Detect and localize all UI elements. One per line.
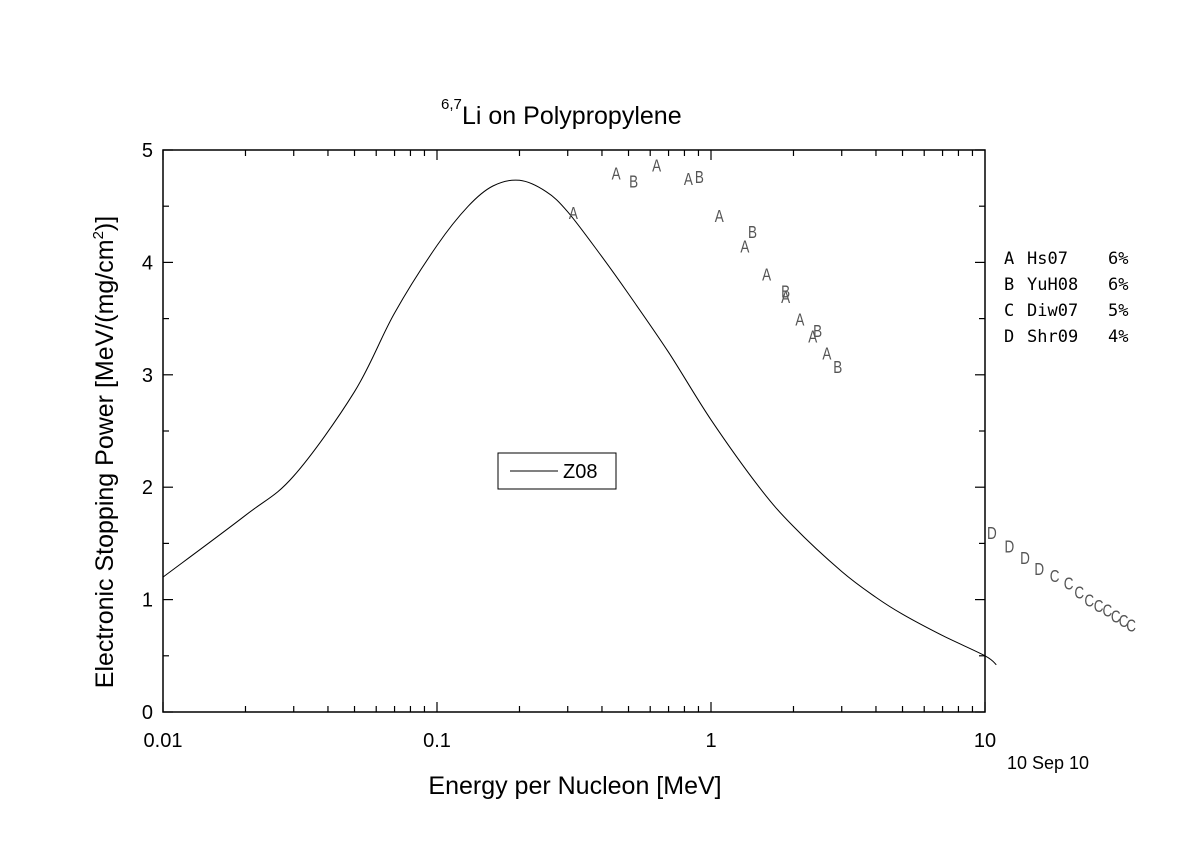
y-tick-label: 1: [142, 590, 153, 612]
legend-source-name: Hs07: [1027, 249, 1068, 269]
legend-source-name: YuH08: [1027, 275, 1078, 295]
x-tick-label: 1: [705, 730, 716, 752]
y-tick-label: 5: [142, 140, 153, 162]
legend-uncertainty: 5%: [1108, 301, 1128, 321]
title-superscript: 6,7: [441, 96, 462, 113]
y-axis-label-sup: 2: [90, 231, 107, 239]
marker-a: A: [569, 204, 578, 223]
y-tick-label: 2: [142, 477, 153, 499]
marker-c: C: [1074, 584, 1084, 603]
legend-source-name: Diw07: [1027, 301, 1078, 321]
y-axis-label-main: Electronic Stopping Power [MeV/(mg/cm: [91, 239, 119, 688]
legend-uncertainty: 6%: [1108, 275, 1128, 295]
legend-marker: C: [1004, 301, 1014, 321]
marker-b: B: [833, 358, 842, 377]
marker-a: A: [762, 266, 771, 285]
marker-c: C: [1119, 612, 1129, 631]
marker-a: A: [652, 157, 661, 176]
marker-d: D: [1020, 549, 1030, 568]
x-tick-label: 10: [974, 730, 996, 752]
marker-c: C: [1103, 602, 1113, 621]
marker-a: A: [684, 170, 693, 189]
marker-a: A: [808, 328, 817, 347]
marker-b: B: [781, 283, 790, 302]
x-axis-tick-labels: 0.01 0.1 1 10: [144, 730, 997, 752]
z08-curve: [162, 179, 997, 666]
y-axis-tick-labels: 0 1 2 3 4 5: [142, 140, 153, 724]
marker-a: A: [822, 345, 831, 364]
legend-uncertainty: 4%: [1108, 327, 1128, 347]
marker-c: C: [1111, 608, 1121, 627]
marker-a: A: [740, 238, 749, 257]
marker-a: A: [715, 207, 724, 226]
marker-b: B: [629, 173, 638, 192]
chart-title: Li on Polypropylene: [462, 102, 682, 130]
marker-c: C: [1050, 567, 1060, 586]
y-tick-label: 4: [142, 252, 153, 274]
marker-c: C: [1126, 617, 1136, 636]
legend-marker: B: [1004, 275, 1014, 295]
marker-c: C: [1094, 598, 1104, 617]
x-tick-label: 0.1: [423, 730, 451, 752]
marker-a: A: [612, 165, 621, 184]
marker-b: B: [695, 168, 704, 187]
y-tick-label: 3: [142, 365, 153, 387]
curve-group: [162, 179, 997, 666]
legend-source-name: Shr09: [1027, 327, 1078, 347]
marker-d: D: [1005, 538, 1015, 557]
marker-a: A: [795, 311, 804, 330]
source-legend: A Hs07 6% B YuH08 6% C Diw07 5% D Shr09 4%: [1004, 249, 1128, 347]
y-axis-ticks: [163, 149, 985, 713]
legend-marker: A: [1004, 249, 1014, 269]
y-tick-label: 0: [142, 702, 153, 724]
marker-c: C: [1064, 575, 1074, 594]
marker-d: D: [987, 524, 997, 543]
marker-b: B: [813, 322, 822, 341]
y-axis-label: Electronic Stopping Power [MeV/(mg/cm2)]: [90, 216, 119, 688]
marker-a: A: [781, 288, 790, 307]
plot-frame: [162, 149, 986, 713]
curve-legend-label: Z08: [563, 461, 597, 483]
legend-marker: D: [1004, 327, 1014, 347]
legend-uncertainty: 6%: [1108, 249, 1128, 269]
marker-c: C: [1084, 592, 1094, 611]
x-axis-ticks: [162, 150, 986, 712]
marker-b: B: [748, 223, 757, 242]
date-stamp: 10 Sep 10: [1007, 753, 1089, 773]
x-axis-label: Energy per Nucleon [MeV]: [428, 772, 721, 800]
x-tick-label: 0.01: [144, 730, 183, 752]
marker-d: D: [1034, 560, 1044, 579]
y-axis-label-end: )]: [91, 216, 119, 231]
